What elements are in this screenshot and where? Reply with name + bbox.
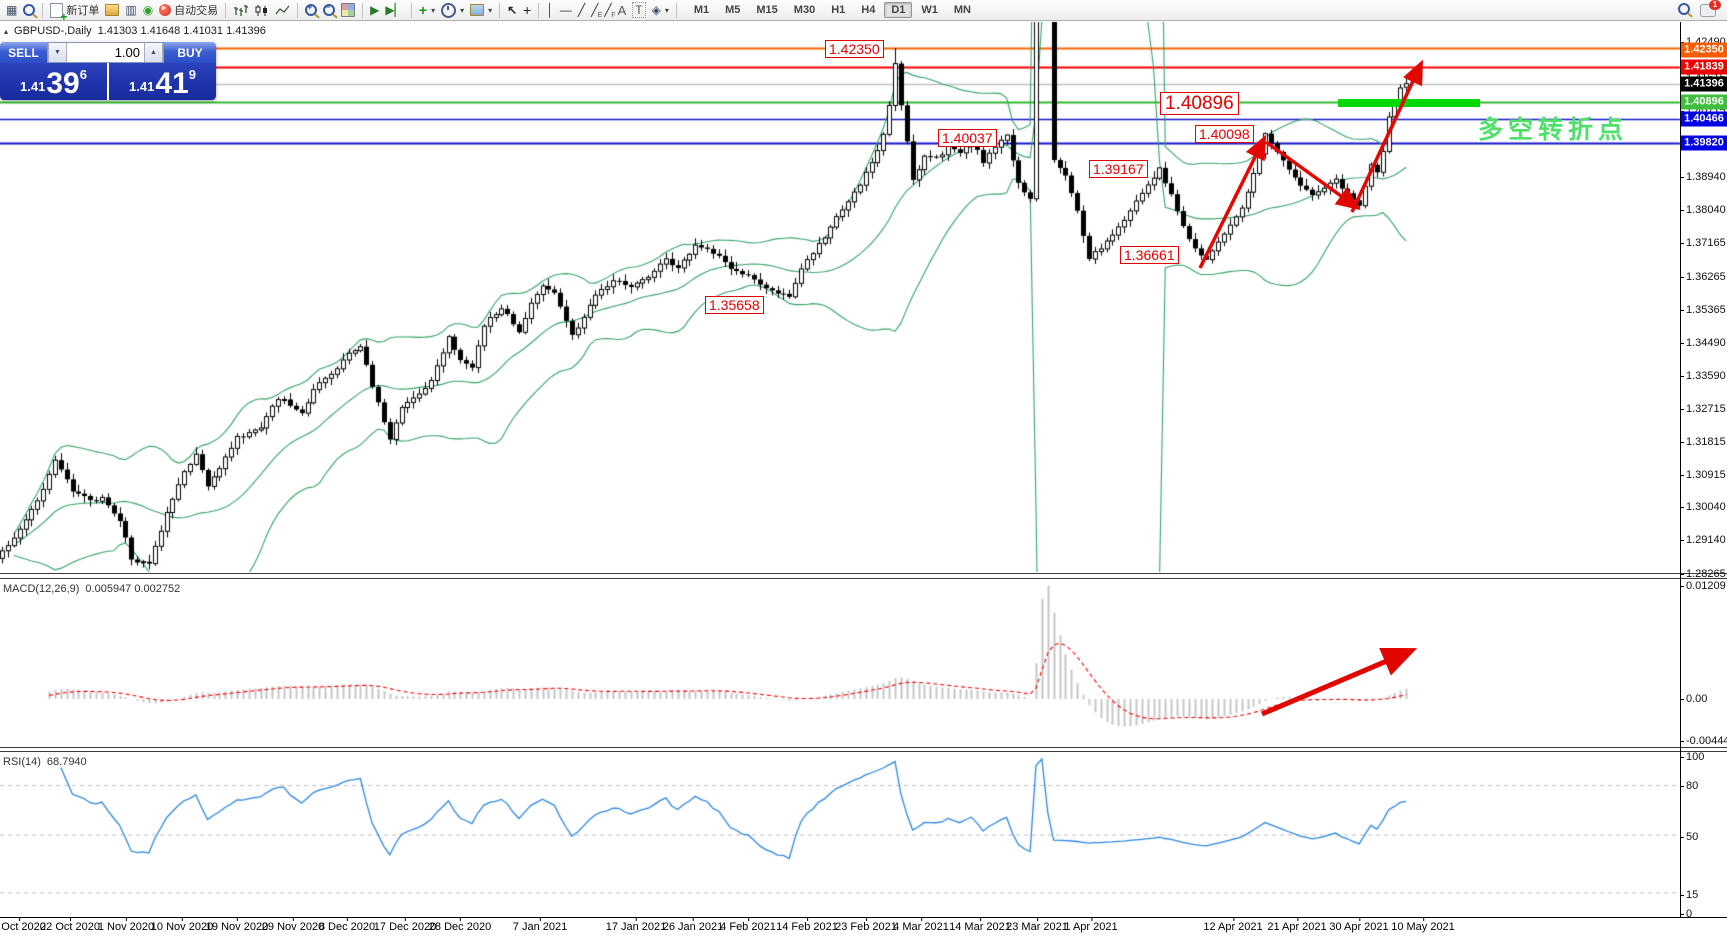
rsi-tick-label: 80 [1679,780,1699,792]
sell-price-pips: 39 [46,67,80,100]
price-level-label[interactable]: 1.42350 [825,40,884,58]
buy-button[interactable]: BUY [164,42,216,63]
price-level-label[interactable]: 1.40037 [938,129,997,147]
volume-value[interactable]: 1.00 [114,45,140,60]
sell-price-point: 6 [79,67,87,82]
macd-tick-label: 0.01209 [1680,580,1726,592]
macd-tick-label: 0.00 [1679,693,1708,705]
pane-separator[interactable] [0,747,1727,748]
volume-decrease-button[interactable]: ▼ [48,43,67,62]
date-tick-label: 7 Jan 2021 [512,917,568,933]
buy-price-display[interactable]: 1.41 41 9 [109,63,216,100]
price-tick-label: 1.35365 [1680,304,1726,316]
price-tick-label: 1.28265 [1680,568,1726,580]
chart-symbol-period: GBPUSD-,Daily [14,25,92,37]
buy-price-prefix: 1.41 [129,79,155,94]
date-tick-label: 22 Oct 2020 [40,917,100,933]
price-axis-line [1680,22,1681,917]
price-level-label[interactable]: 1.40098 [1195,125,1254,143]
turning-point-annotation[interactable]: 多空转折点 [1478,116,1629,144]
price-badge: 1.39820 [1681,135,1727,151]
price-level-label[interactable]: 1.35658 [705,296,764,314]
price-tick-label: 1.30040 [1680,501,1726,513]
buy-price-pips: 41 [155,67,189,100]
date-tick-label: 30 Apr 2021 [1329,917,1389,933]
rsi-tick-label: 100 [1679,751,1705,763]
price-tick-label: 1.36265 [1680,271,1726,283]
pane-separator [0,751,1727,752]
rsi-name: RSI(14) [3,756,41,768]
rsi-tick-label: 15 [1679,889,1699,901]
chart-title: ▴ GBPUSD-,Daily 1.41303 1.41648 1.41031 … [4,25,266,37]
rsi-current-value: 68.7940 [46,756,87,768]
price-badge: 1.40466 [1681,111,1727,127]
date-tick-label: 4 Feb 2021 [720,917,776,933]
date-tick-label: 29 Nov 2020 [261,917,325,933]
price-tick-label: 1.32715 [1680,403,1726,415]
date-tick-label: 10 May 2021 [1391,917,1455,933]
date-tick-label: 21 Apr 2021 [1267,917,1327,933]
price-badge: 1.42350 [1681,42,1727,58]
date-tick-label: 26 Jan 2021 [662,917,724,933]
time-axis-line [0,917,1727,918]
sell-price-prefix: 1.41 [20,79,46,94]
pane-separator [0,578,1727,579]
price-tick-label: 1.31815 [1680,436,1726,448]
volume-increase-button[interactable]: ▲ [144,43,163,62]
support-zone-bar[interactable] [1338,99,1480,107]
price-tick-label: 1.29140 [1680,534,1726,546]
date-tick-label: 23 Mar 2021 [1006,917,1068,933]
sell-price-display[interactable]: 1.41 39 6 [0,63,107,100]
date-tick-label: 8 Oct 2020 [0,917,46,933]
date-tick-label: 1 Apr 2021 [1064,917,1118,933]
volume-spinner: ▼ 1.00 ▲ [47,42,164,63]
date-tick-label: 28 Dec 2020 [428,917,492,933]
price-level-label[interactable]: 1.39167 [1089,160,1148,178]
date-tick-label: 12 Apr 2021 [1203,917,1263,933]
price-level-label[interactable]: 1.36661 [1120,246,1179,264]
date-tick-label: 14 Mar 2021 [949,917,1011,933]
date-tick-label: 4 Mar 2021 [893,917,949,933]
price-tick-label: 1.37165 [1680,237,1726,249]
price-badge: 1.41396 [1681,76,1727,92]
rsi-tick-label: 0 [1679,908,1693,920]
date-tick-label: 14 Feb 2021 [776,917,838,933]
rsi-tick-label: 50 [1679,831,1699,843]
date-tick-label: 1 Nov 2020 [97,917,155,933]
date-tick-label: 17 Jan 2021 [605,917,667,933]
date-tick-label: 19 Nov 2020 [205,917,269,933]
date-tick-label: 10 Nov 2020 [150,917,214,933]
macd-name: MACD(12,26,9) [3,583,80,595]
price-badge: 1.40896 [1681,94,1727,110]
price-tick-label: 1.38040 [1680,204,1726,216]
price-tick-label: 1.30915 [1680,469,1726,481]
price-tick-label: 1.38940 [1680,171,1726,183]
chart-ohlc-values: 1.41303 1.41648 1.41031 1.41396 [97,25,266,37]
macd-pane-label: MACD(12,26,9) 0.005947 0.002752 [3,583,180,595]
price-tick-label: 1.34490 [1680,337,1726,349]
rsi-pane-label: RSI(14) 68.7940 [3,756,87,768]
buy-price-point: 9 [188,67,196,82]
sell-button[interactable]: SELL [0,42,47,63]
date-tick-label: 17 Dec 2020 [373,917,437,933]
subwindow-collapse-icon[interactable]: ▴ [4,26,9,36]
pane-separator[interactable] [0,573,1727,574]
macd-current-values: 0.005947 0.002752 [85,583,181,595]
price-tick-label: 1.33590 [1680,370,1726,382]
one-click-trading-panel: SELL ▼ 1.00 ▲ BUY 1.41 39 6 1.41 41 9 [0,42,216,100]
macd-tick-label: -0.004446 [1680,735,1727,747]
price-level-label[interactable]: 1.40896 [1160,92,1239,115]
price-badge: 1.41839 [1681,59,1727,75]
date-tick-label: 23 Feb 2021 [835,917,897,933]
date-tick-label: 8 Dec 2020 [318,917,376,933]
